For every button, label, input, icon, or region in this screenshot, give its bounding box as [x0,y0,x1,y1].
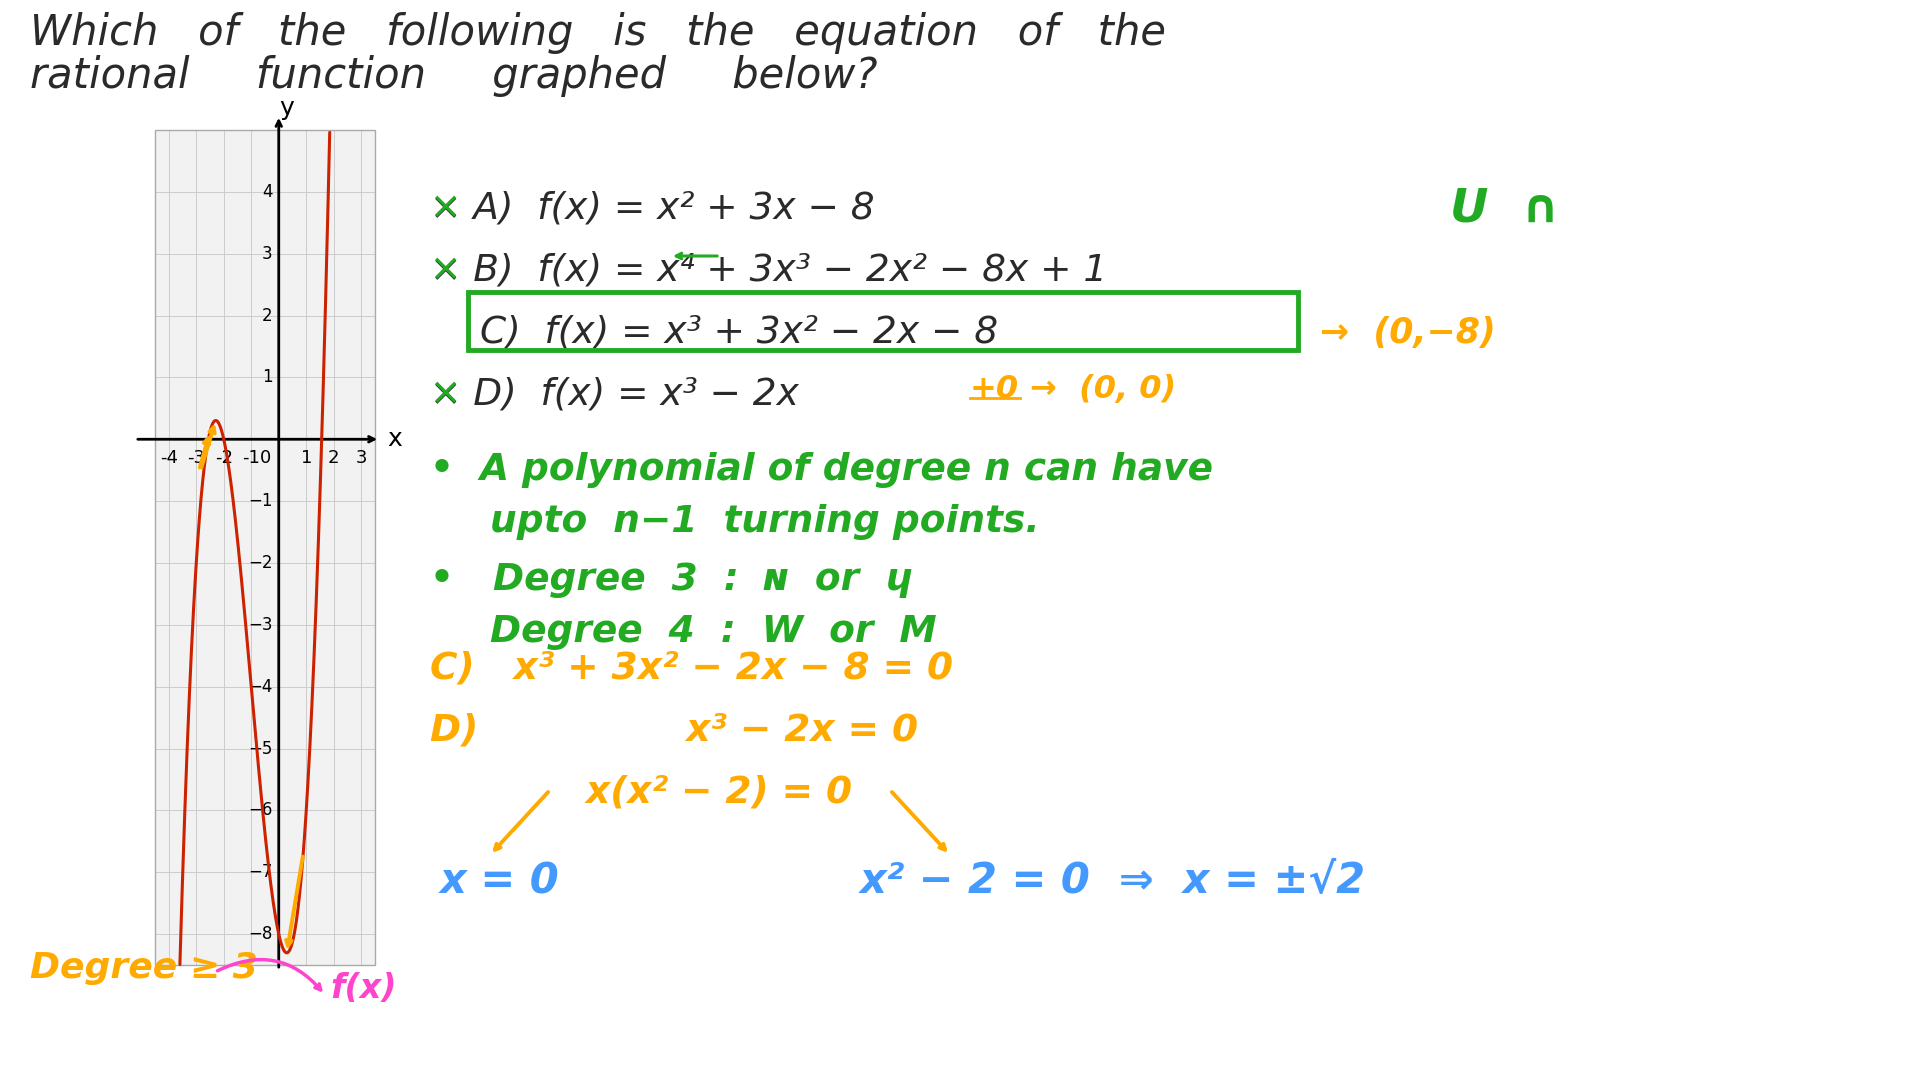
Text: x(x² − 2) = 0: x(x² − 2) = 0 [430,774,852,810]
Text: 3: 3 [263,245,273,262]
Text: ×: × [430,190,461,226]
Text: 2: 2 [328,449,340,468]
Text: 0: 0 [259,449,271,468]
Text: Which   of   the   following   is   the   equation   of   the: Which of the following is the equation o… [31,12,1165,54]
Text: U  ∩: U ∩ [1450,186,1559,231]
Text: x = 0: x = 0 [440,860,561,902]
Text: −2: −2 [248,554,273,572]
Text: ×: × [430,376,461,411]
Text: −3: −3 [248,616,273,634]
Text: −7: −7 [248,863,273,881]
Text: 1: 1 [301,449,311,468]
Text: −5: −5 [248,740,273,757]
Text: +0: +0 [970,374,1020,405]
Text: −1: −1 [248,492,273,510]
Text: -4: -4 [159,449,179,468]
Text: rational     function     graphed     below?: rational function graphed below? [31,55,877,97]
Text: →  (0, 0): → (0, 0) [1029,374,1177,405]
Text: -1: -1 [242,449,261,468]
Bar [468,292,1298,350]
Bar [156,130,374,966]
Text: × A)  f(x) = x² + 3x − 8: × A) f(x) = x² + 3x − 8 [430,190,876,226]
Text: upto  n−1  turning points.: upto n−1 turning points. [490,504,1039,540]
Text: −8: −8 [248,926,273,943]
Text: Degree ≥ 3: Degree ≥ 3 [31,951,257,985]
Text: 3: 3 [355,449,367,468]
Text: Degree  4  :  W  or  M: Degree 4 : W or M [490,615,937,650]
Text: −6: −6 [248,801,273,820]
Text: D)                x³ − 2x = 0: D) x³ − 2x = 0 [430,712,918,748]
Text: × B)  f(x) = x⁴ + 3x³ − 2x² − 8x + 1: × B) f(x) = x⁴ + 3x³ − 2x² − 8x + 1 [430,252,1108,288]
Text: C)   x³ + 3x² − 2x − 8 = 0: C) x³ + 3x² − 2x − 8 = 0 [430,650,952,686]
Text: 4: 4 [263,183,273,201]
Bar [156,130,374,966]
Text: -3: -3 [188,449,205,468]
Text: ×: × [430,252,461,288]
Text: x² − 2 = 0  ⇒  x = ±√2: x² − 2 = 0 ⇒ x = ±√2 [860,860,1367,902]
Text: y: y [280,96,294,120]
Text: 2: 2 [263,307,273,325]
Text: →  (0,−8): → (0,−8) [1321,316,1496,350]
Text: •  A polynomial of degree n can have: • A polynomial of degree n can have [430,453,1213,488]
Text: f(x): f(x) [330,972,397,1005]
Text: × D)  f(x) = x³ − 2x: × D) f(x) = x³ − 2x [430,376,799,411]
Text: C)  f(x) = x³ + 3x² − 2x − 8: C) f(x) = x³ + 3x² − 2x − 8 [480,314,998,350]
Text: x: x [388,428,401,451]
Text: −4: −4 [248,677,273,696]
Text: -2: -2 [215,449,232,468]
Text: 1: 1 [263,368,273,387]
Text: •   Degree  3  :  ɴ  or  ɥ: • Degree 3 : ɴ or ɥ [430,562,912,598]
